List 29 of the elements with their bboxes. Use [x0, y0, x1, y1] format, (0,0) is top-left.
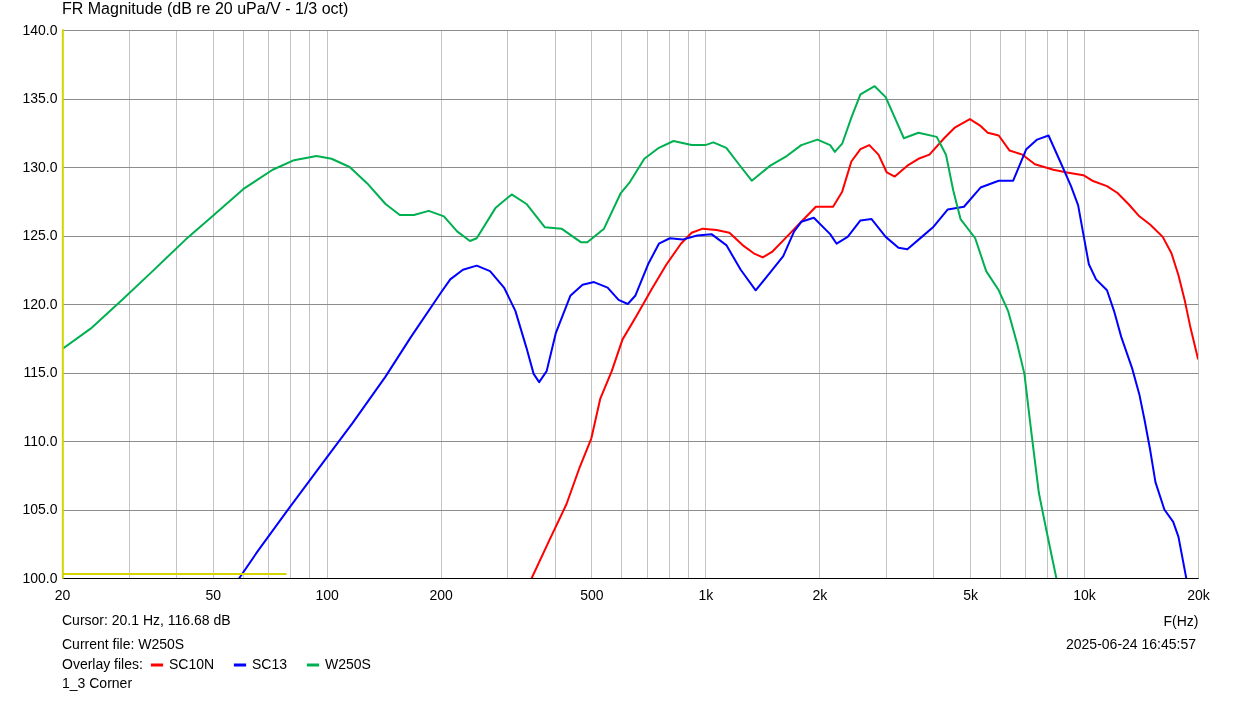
- chart-title: FR Magnitude (dB re 20 uPa/V - 1/3 oct): [62, 0, 349, 17]
- legend-title: Overlay files:: [62, 656, 143, 672]
- legend-label: W250S: [325, 656, 371, 672]
- text: 2025-06-24 16:45:57: [1066, 636, 1197, 652]
- x-tick-label: 10k: [1073, 586, 1097, 603]
- x-tick-label: 20: [54, 586, 71, 603]
- legend-label: SC13: [252, 656, 288, 672]
- y-tick-label: 130.0: [22, 158, 58, 175]
- legend-label: SC10N: [169, 656, 215, 672]
- x-tick-label: 100: [315, 586, 340, 603]
- y-tick-label: 140.0: [22, 21, 58, 38]
- y-tick-label: 115.0: [23, 364, 58, 380]
- y-tick-label: 105.0: [22, 501, 58, 517]
- x-tick-label: 200: [429, 586, 454, 603]
- x-tick-label: 500: [580, 586, 604, 603]
- y-tick-label: 100.0: [22, 569, 58, 586]
- text: Current file: W250S: [62, 636, 185, 652]
- text: 1_3 Corner: [62, 675, 133, 691]
- x-tick-label: 1k: [698, 586, 715, 603]
- x-tick-label: 50: [205, 586, 222, 603]
- x-tick-label: 20k: [1187, 586, 1211, 603]
- y-tick-label: 120.0: [22, 295, 58, 312]
- x-tick-label: 2k: [812, 586, 829, 603]
- x-axis-title: F(Hz): [1163, 612, 1199, 629]
- y-tick-label: 125.0: [22, 227, 58, 243]
- y-tick-label: 135.0: [22, 90, 58, 106]
- text: Cursor: 20.1 Hz, 116.68 dB: [62, 612, 231, 628]
- x-tick-label: 5k: [963, 586, 979, 603]
- y-tick-label: 110.0: [23, 432, 58, 449]
